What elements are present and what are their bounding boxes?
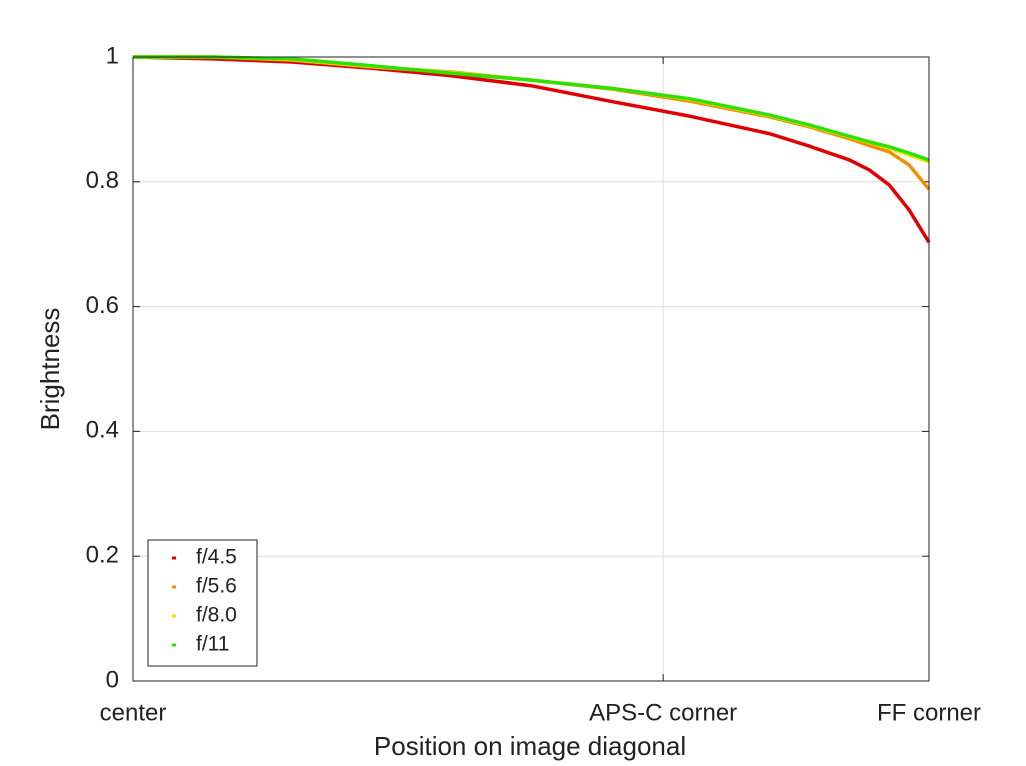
x-tick-label: FF corner <box>877 699 981 726</box>
legend-label: f/5.6 <box>196 575 237 598</box>
legend-marker <box>172 556 176 560</box>
y-tick-label: 1 <box>106 42 119 69</box>
plot-frame <box>132 56 930 682</box>
y-axis-label: Brightness <box>35 308 65 431</box>
x-axis-label: Position on image diagonal <box>374 731 686 761</box>
plot-area <box>133 57 929 681</box>
legend-marker <box>172 585 176 589</box>
y-tick-label: 0.2 <box>86 542 119 569</box>
x-tick-label: APS-C corner <box>589 699 737 726</box>
series-line <box>133 55 930 162</box>
legend-label: f/8.0 <box>196 604 237 627</box>
y-tick-label: 0 <box>106 666 119 693</box>
y-tick-label: 0.8 <box>86 167 119 194</box>
legend-label: f/11 <box>196 633 229 656</box>
x-tick-label: center <box>100 699 167 726</box>
legend-box <box>147 539 258 667</box>
y-tick-label: 0.6 <box>86 292 119 319</box>
legend-marker <box>172 614 176 618</box>
legend-label: f/4.5 <box>196 546 237 569</box>
y-tick-label: 0.4 <box>86 417 119 444</box>
legend-marker <box>172 643 176 647</box>
